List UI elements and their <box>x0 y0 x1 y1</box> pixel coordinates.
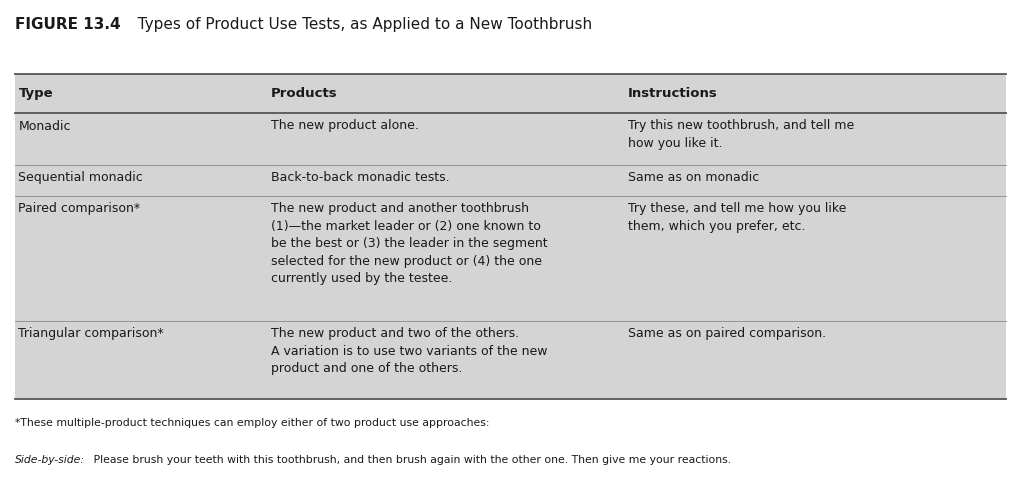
Text: Types of Product Use Tests, as Applied to a New Toothbrush: Types of Product Use Tests, as Applied t… <box>123 17 591 32</box>
Text: The new product and another toothbrush
(1)—the market leader or (2) one known to: The new product and another toothbrush (… <box>271 202 547 285</box>
Text: FIGURE 13.4: FIGURE 13.4 <box>15 17 120 32</box>
Text: Monadic: Monadic <box>18 120 70 132</box>
Text: Side-by-side:: Side-by-side: <box>15 455 86 465</box>
Text: Triangular comparison*: Triangular comparison* <box>18 327 164 340</box>
Text: Please brush your teeth with this toothbrush, and then brush again with the othe: Please brush your teeth with this toothb… <box>90 455 731 465</box>
Text: Type: Type <box>18 87 53 100</box>
Text: The new product alone.: The new product alone. <box>271 120 419 132</box>
Text: The new product and two of the others.
A variation is to use two variants of the: The new product and two of the others. A… <box>271 327 547 375</box>
Text: Try these, and tell me how you like
them, which you prefer, etc.: Try these, and tell me how you like them… <box>628 202 846 233</box>
Text: Paired comparison*: Paired comparison* <box>18 202 141 215</box>
Text: *These multiple-product techniques can employ either of two product use approach: *These multiple-product techniques can e… <box>15 418 490 428</box>
Text: Sequential monadic: Sequential monadic <box>18 172 143 185</box>
Text: Instructions: Instructions <box>628 87 718 100</box>
Text: Same as on paired comparison.: Same as on paired comparison. <box>628 327 826 340</box>
Text: Products: Products <box>271 87 337 100</box>
Text: Same as on monadic: Same as on monadic <box>628 172 760 185</box>
FancyBboxPatch shape <box>15 74 1006 399</box>
Text: Try this new toothbrush, and tell me
how you like it.: Try this new toothbrush, and tell me how… <box>628 120 855 150</box>
Text: Back-to-back monadic tests.: Back-to-back monadic tests. <box>271 172 449 185</box>
